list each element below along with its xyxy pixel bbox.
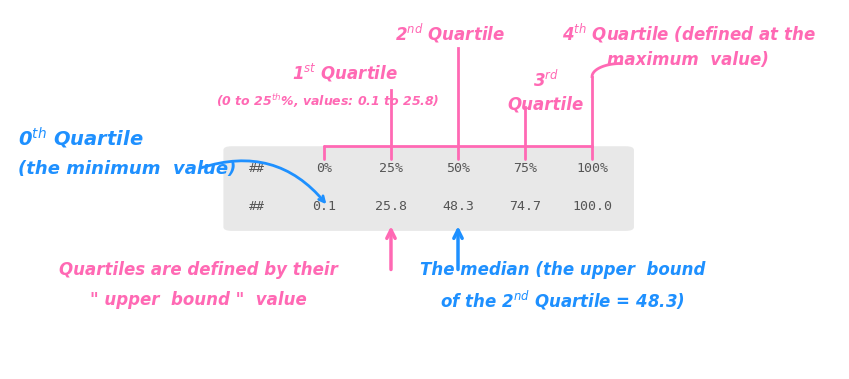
Text: (the minimum  value): (the minimum value) xyxy=(18,160,237,178)
Text: 50%: 50% xyxy=(446,162,470,175)
Text: 100%: 100% xyxy=(576,162,608,175)
Text: ##: ## xyxy=(249,200,265,213)
Text: 0$^{th}$ Quartile: 0$^{th}$ Quartile xyxy=(18,126,143,151)
Text: 74.7: 74.7 xyxy=(509,200,541,213)
Text: (0 to 25$^{th}$%, values: 0.1 to 25.8): (0 to 25$^{th}$%, values: 0.1 to 25.8) xyxy=(216,92,440,110)
Text: 25%: 25% xyxy=(379,162,403,175)
FancyBboxPatch shape xyxy=(223,146,634,231)
Text: 1$^{st}$ Quartile: 1$^{st}$ Quartile xyxy=(292,62,398,84)
Text: " upper  bound "  value: " upper bound " value xyxy=(90,291,306,310)
Text: Quartile: Quartile xyxy=(508,96,584,114)
Text: Quartiles are defined by their: Quartiles are defined by their xyxy=(59,262,338,279)
Text: 0.1: 0.1 xyxy=(312,200,336,213)
Text: 48.3: 48.3 xyxy=(442,200,474,213)
Text: maximum  value): maximum value) xyxy=(608,51,769,69)
Text: of the 2$^{nd}$ Quartile = 48.3): of the 2$^{nd}$ Quartile = 48.3) xyxy=(441,289,685,312)
Text: 75%: 75% xyxy=(513,162,537,175)
Text: 0%: 0% xyxy=(316,162,332,175)
Text: 2$^{nd}$ Quartile: 2$^{nd}$ Quartile xyxy=(395,22,504,45)
Text: 3$^{rd}$: 3$^{rd}$ xyxy=(533,70,559,91)
Text: 100.0: 100.0 xyxy=(572,200,612,213)
Text: 4$^{th}$ Quartile (defined at the: 4$^{th}$ Quartile (defined at the xyxy=(561,22,815,45)
Text: ##: ## xyxy=(249,162,265,175)
Text: The median (the upper  bound: The median (the upper bound xyxy=(420,262,706,279)
Text: 25.8: 25.8 xyxy=(375,200,407,213)
